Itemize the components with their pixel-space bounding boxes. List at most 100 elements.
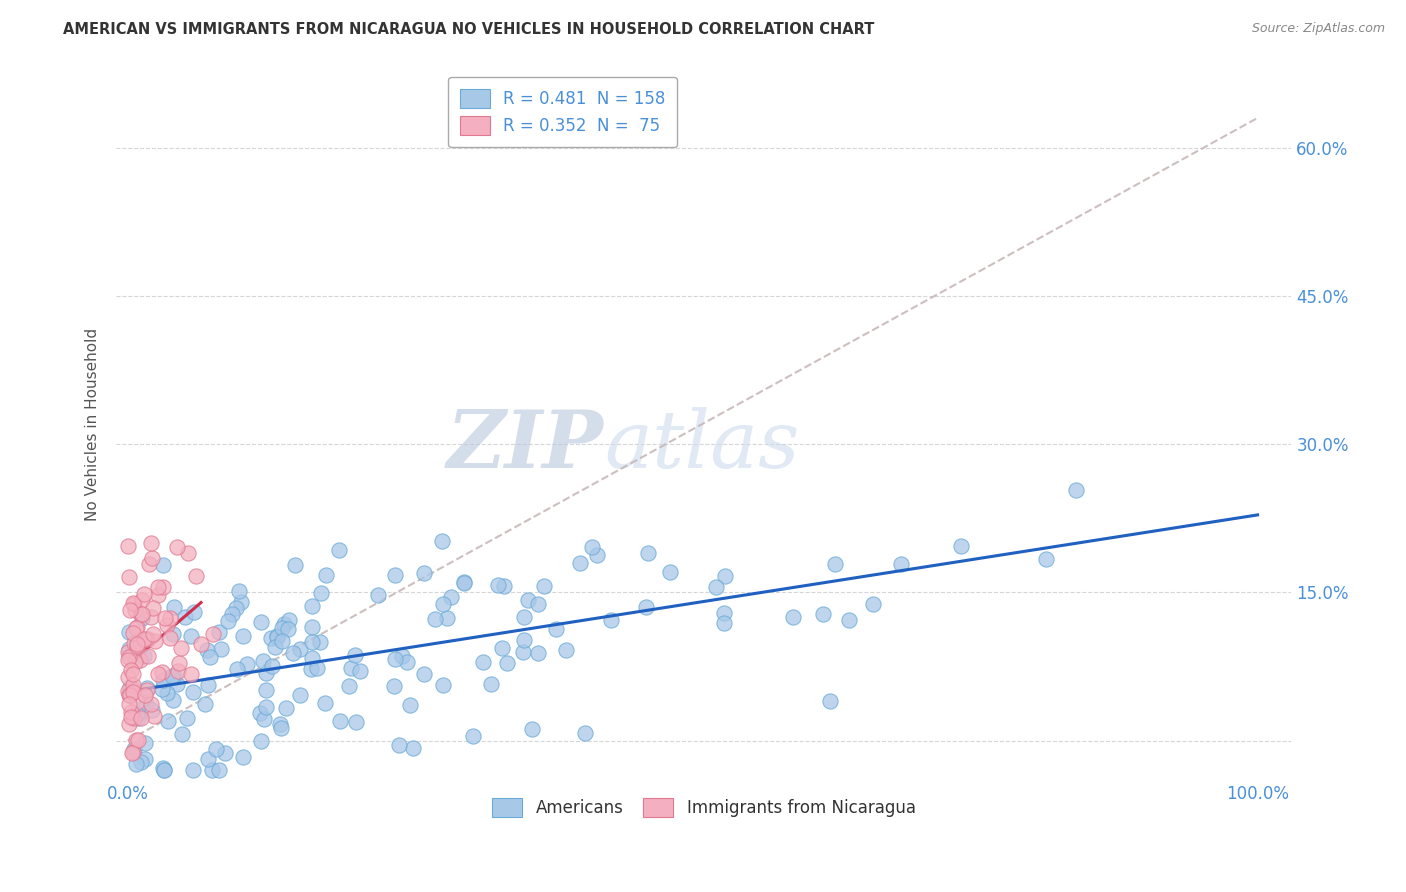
Text: ZIP: ZIP <box>447 407 605 484</box>
Point <box>1035 552 1057 566</box>
Y-axis label: No Vehicles in Household: No Vehicles in Household <box>86 328 100 521</box>
Point <box>142 600 165 615</box>
Point <box>249 734 271 748</box>
Text: atlas: atlas <box>605 407 800 484</box>
Point <box>145 634 167 648</box>
Point <box>194 698 217 712</box>
Point <box>471 656 494 670</box>
Point <box>301 651 323 665</box>
Point <box>824 558 846 572</box>
Point <box>461 729 484 743</box>
Text: Source: ZipAtlas.com: Source: ZipAtlas.com <box>1251 22 1385 36</box>
Point <box>136 632 159 646</box>
Point <box>311 586 333 600</box>
Point <box>125 757 148 772</box>
Point <box>225 600 247 615</box>
Point <box>486 578 509 592</box>
Point <box>180 629 202 643</box>
Point <box>156 618 179 632</box>
Point <box>301 635 323 649</box>
Point <box>208 624 231 639</box>
Point <box>495 656 517 670</box>
Point <box>382 679 405 693</box>
Point <box>517 592 540 607</box>
Point <box>254 700 277 714</box>
Point <box>124 622 146 636</box>
Point <box>634 599 657 614</box>
Point <box>122 645 145 659</box>
Point <box>181 685 204 699</box>
Point <box>128 653 150 667</box>
Point <box>135 682 157 697</box>
Point <box>349 664 371 678</box>
Point <box>862 597 884 611</box>
Point <box>180 667 202 681</box>
Point <box>118 650 141 665</box>
Point <box>186 568 208 582</box>
Point <box>153 764 176 778</box>
Point <box>198 649 221 664</box>
Point <box>117 539 139 553</box>
Point <box>118 603 141 617</box>
Point <box>339 679 361 693</box>
Point <box>277 613 299 627</box>
Point <box>329 714 352 728</box>
Point <box>162 693 184 707</box>
Point <box>201 626 224 640</box>
Point <box>512 610 534 624</box>
Point <box>492 579 515 593</box>
Point <box>167 657 190 671</box>
Point <box>159 611 181 625</box>
Point <box>135 632 157 646</box>
Point <box>159 631 181 645</box>
Point <box>127 711 149 725</box>
Point <box>544 623 567 637</box>
Point <box>568 557 591 571</box>
Point <box>367 588 389 602</box>
Point <box>305 660 328 674</box>
Point <box>122 636 145 650</box>
Point <box>818 693 841 707</box>
Point <box>201 764 224 778</box>
Point <box>120 705 142 719</box>
Point <box>713 616 735 631</box>
Point <box>232 630 254 644</box>
Point <box>205 742 228 756</box>
Point <box>190 637 212 651</box>
Point <box>221 607 243 621</box>
Point <box>228 584 250 599</box>
Point <box>153 611 176 625</box>
Point <box>152 673 174 688</box>
Point <box>131 611 153 625</box>
Point <box>209 642 232 657</box>
Point <box>264 640 287 655</box>
Point <box>249 706 271 720</box>
Point <box>533 578 555 592</box>
Point <box>412 566 434 581</box>
Point <box>513 632 536 647</box>
Point <box>121 746 143 760</box>
Point <box>122 710 145 724</box>
Point <box>402 741 425 756</box>
Point <box>117 684 139 698</box>
Point <box>600 613 623 627</box>
Point <box>384 567 406 582</box>
Point <box>118 680 141 694</box>
Point <box>118 688 141 702</box>
Point <box>328 543 350 558</box>
Point <box>266 630 288 644</box>
Point <box>139 609 162 624</box>
Point <box>288 641 311 656</box>
Point <box>152 580 174 594</box>
Point <box>453 575 475 590</box>
Point <box>124 655 146 669</box>
Point <box>122 745 145 759</box>
Point <box>117 653 139 667</box>
Point <box>706 580 728 594</box>
Point <box>399 698 422 712</box>
Point <box>340 660 363 674</box>
Point <box>118 697 141 711</box>
Point <box>146 588 169 602</box>
Point <box>156 714 179 729</box>
Point <box>432 597 454 611</box>
